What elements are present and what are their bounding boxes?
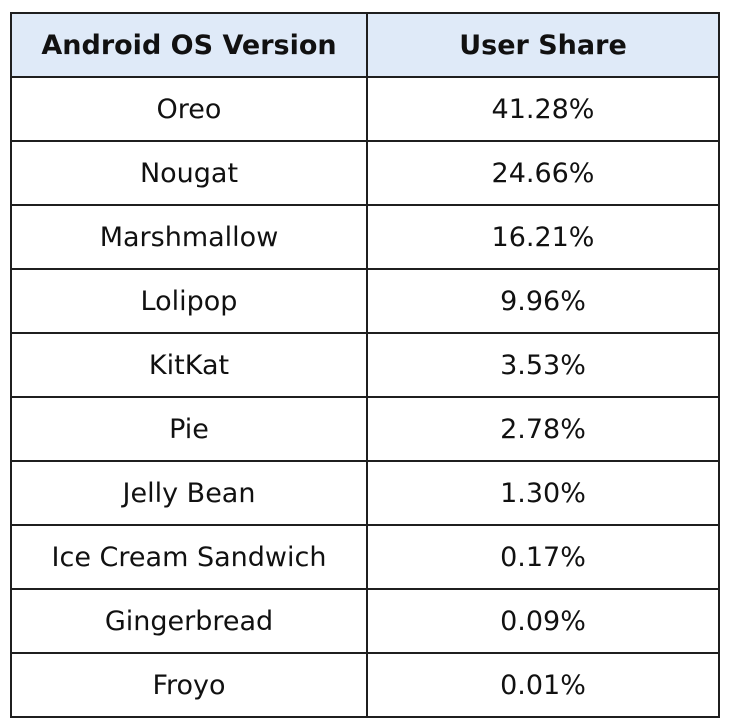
version-cell: Nougat [10, 140, 368, 206]
table-row: Jelly Bean 1.30% [10, 460, 720, 526]
version-cell: Ice Cream Sandwich [10, 524, 368, 590]
version-cell: Oreo [10, 76, 368, 142]
version-cell: KitKat [10, 332, 368, 398]
share-cell: 0.09% [366, 588, 720, 654]
android-version-share-table: Android OS Version User Share Oreo 41.28… [10, 12, 720, 718]
version-cell: Pie [10, 396, 368, 462]
table-header: Android OS Version User Share [10, 12, 720, 78]
share-cell: 2.78% [366, 396, 720, 462]
share-cell: 16.21% [366, 204, 720, 270]
share-cell: 41.28% [366, 76, 720, 142]
table-row: Marshmallow 16.21% [10, 204, 720, 270]
table-row: Pie 2.78% [10, 396, 720, 462]
table-body: Oreo 41.28% Nougat 24.66% Marshmallow 16… [10, 76, 720, 718]
header-cell-version: Android OS Version [10, 12, 368, 78]
share-cell: 24.66% [366, 140, 720, 206]
share-cell: 3.53% [366, 332, 720, 398]
table-row: Gingerbread 0.09% [10, 588, 720, 654]
share-cell: 1.30% [366, 460, 720, 526]
version-cell: Jelly Bean [10, 460, 368, 526]
table-row: Nougat 24.66% [10, 140, 720, 206]
version-cell: Gingerbread [10, 588, 368, 654]
table-row: KitKat 3.53% [10, 332, 720, 398]
table-row: Lolipop 9.96% [10, 268, 720, 334]
header-row: Android OS Version User Share [10, 12, 720, 78]
share-cell: 0.17% [366, 524, 720, 590]
share-cell: 0.01% [366, 652, 720, 718]
table-row: Froyo 0.01% [10, 652, 720, 718]
share-cell: 9.96% [366, 268, 720, 334]
table-row: Ice Cream Sandwich 0.17% [10, 524, 720, 590]
version-cell: Lolipop [10, 268, 368, 334]
version-cell: Marshmallow [10, 204, 368, 270]
table-row: Oreo 41.28% [10, 76, 720, 142]
header-cell-share: User Share [366, 12, 720, 78]
version-cell: Froyo [10, 652, 368, 718]
